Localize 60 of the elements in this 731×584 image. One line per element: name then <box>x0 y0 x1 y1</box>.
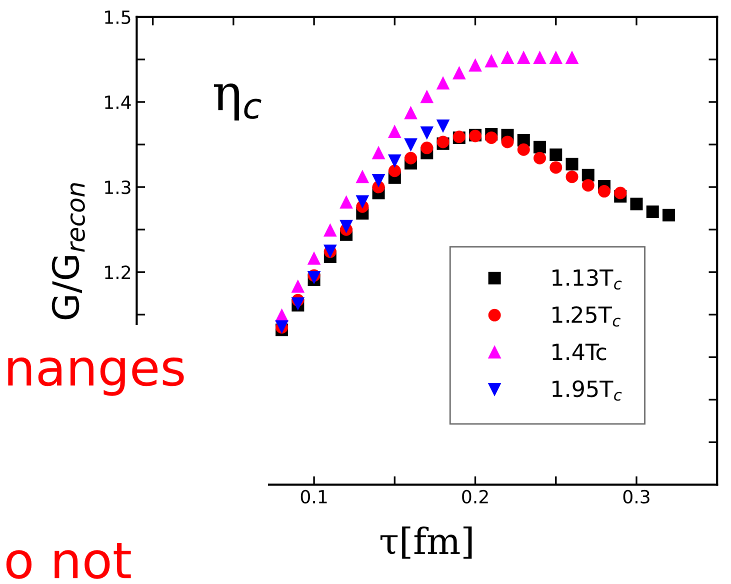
point <box>517 143 530 156</box>
y-tick-label: 1.3 <box>105 180 130 194</box>
y-tick-label: 1.2 <box>105 266 130 279</box>
point <box>501 136 514 148</box>
legend-label: 1.4Tc <box>552 344 606 360</box>
point <box>582 179 594 192</box>
point <box>646 205 659 218</box>
point <box>534 52 546 64</box>
point <box>566 170 578 184</box>
y-axis-title: G/G$_{recon}$ <box>52 183 85 320</box>
point <box>550 161 562 174</box>
point <box>340 196 353 209</box>
point <box>501 52 514 64</box>
point <box>662 208 675 222</box>
point <box>630 198 643 210</box>
x-tick-label: 0.1 <box>300 490 327 504</box>
legend-label: 1.95T$_{c}$ <box>552 380 622 401</box>
point <box>485 54 498 68</box>
point <box>356 170 369 184</box>
point <box>582 168 594 182</box>
y-tick-label: 1.4 <box>105 96 131 109</box>
point <box>404 138 418 151</box>
point <box>420 126 434 139</box>
point <box>388 154 401 167</box>
legend-label: 1.13T$_{c}$ <box>552 269 622 290</box>
point <box>436 120 450 132</box>
point <box>614 186 627 200</box>
text: o not <box>6 543 131 579</box>
point <box>372 174 385 186</box>
x-tick-label: 0.2 <box>462 490 488 504</box>
point <box>598 185 611 198</box>
point <box>324 224 336 237</box>
point <box>404 106 418 120</box>
point <box>469 59 482 72</box>
point <box>550 148 562 161</box>
point <box>452 66 466 80</box>
point <box>436 77 450 90</box>
x-tick-label: 0.3 <box>623 490 650 504</box>
point <box>340 220 353 232</box>
x-axis-title: τ[fm] <box>380 526 472 559</box>
point <box>388 126 401 138</box>
point <box>372 146 385 160</box>
point <box>566 158 578 170</box>
point <box>356 195 369 208</box>
point <box>534 140 546 154</box>
legend-label: 1.25T$_{c}$ <box>552 306 621 327</box>
y-tick-label: 1.5 <box>105 10 130 24</box>
point <box>517 52 530 64</box>
point <box>566 52 578 64</box>
point <box>404 152 418 164</box>
annotation: η$_{c}$ <box>214 83 262 121</box>
point <box>550 52 562 64</box>
point <box>485 131 498 144</box>
point <box>292 280 304 293</box>
point <box>420 142 434 154</box>
annotation: nanges <box>8 357 184 396</box>
point <box>388 164 401 178</box>
point <box>308 252 320 265</box>
point <box>420 90 434 104</box>
point <box>534 152 546 164</box>
